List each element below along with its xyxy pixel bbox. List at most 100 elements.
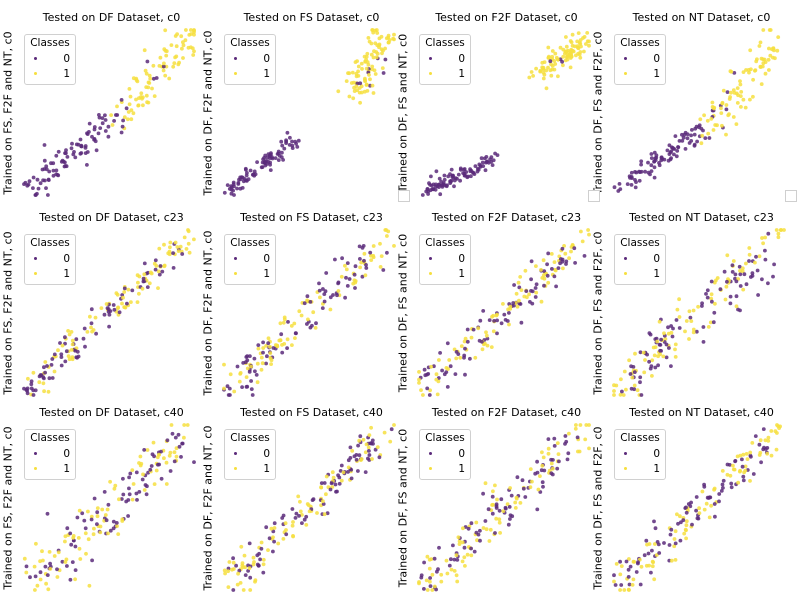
- data-point-class-0: [747, 259, 751, 263]
- legend: Classes 0 1: [224, 34, 276, 85]
- data-point-class-1: [242, 553, 247, 558]
- data-point-class-0: [564, 259, 569, 264]
- data-point-class-1: [539, 268, 543, 272]
- data-point-class-1: [369, 253, 373, 258]
- data-point-class-0: [499, 321, 504, 326]
- legend-label: 0: [63, 447, 70, 460]
- data-point-class-0: [284, 141, 288, 145]
- data-point-class-0: [550, 267, 554, 271]
- data-point-class-1: [731, 115, 736, 119]
- data-point-class-0: [483, 168, 488, 173]
- data-point-class-1: [758, 40, 763, 45]
- data-point-class-0: [73, 544, 78, 549]
- data-point-class-1: [494, 313, 499, 318]
- legend-title: Classes: [425, 237, 465, 249]
- data-point-class-1: [587, 232, 591, 237]
- data-point-class-1: [176, 249, 181, 253]
- data-point-class-0: [658, 348, 662, 353]
- data-point-class-1: [463, 564, 467, 568]
- data-point-class-1: [738, 468, 742, 473]
- legend-marker-icon: [429, 467, 432, 470]
- data-point-class-1: [146, 100, 151, 105]
- data-point-class-0: [649, 169, 654, 174]
- data-point-class-0: [707, 136, 712, 140]
- data-point-class-0: [728, 301, 733, 306]
- data-point-class-0: [662, 541, 666, 545]
- data-point-class-1: [144, 85, 149, 89]
- data-point-class-1: [731, 259, 736, 263]
- data-point-class-0: [280, 350, 285, 355]
- y-axis-label: Trained on FS, F2F and NT, c0: [1, 425, 15, 590]
- legend-title: Classes: [30, 432, 70, 444]
- data-point-class-0: [546, 437, 551, 441]
- data-point-class-0: [354, 457, 359, 462]
- data-point-class-1: [708, 320, 713, 325]
- data-point-class-0: [256, 343, 261, 347]
- data-point-class-1: [761, 28, 766, 32]
- data-point-class-0: [229, 184, 234, 189]
- data-point-class-1: [366, 36, 371, 40]
- data-point-class-0: [297, 514, 301, 518]
- data-point-class-0: [462, 353, 467, 358]
- data-point-class-0: [231, 588, 236, 592]
- data-point-class-0: [114, 521, 119, 525]
- data-point-class-1: [587, 43, 591, 48]
- data-point-class-0: [673, 541, 678, 546]
- data-point-class-1: [709, 503, 713, 508]
- scatter-panel: Tested on DF Dataset, c40 Trained on FS, …: [0, 395, 196, 592]
- panel-title: Tested on NT Dataset, c40: [629, 406, 774, 419]
- data-point-class-1: [284, 528, 288, 532]
- data-point-class-0: [126, 498, 131, 502]
- data-point-class-0: [629, 183, 634, 187]
- plot-area: [222, 28, 396, 197]
- data-point-class-0: [542, 269, 547, 273]
- data-point-class-1: [67, 332, 72, 337]
- data-point-class-1: [89, 514, 94, 519]
- data-point-class-1: [585, 31, 590, 35]
- scatter-svg: [222, 423, 396, 592]
- data-point-class-1: [374, 55, 379, 60]
- data-point-class-1: [285, 337, 290, 342]
- data-point-class-1: [319, 485, 323, 490]
- data-point-class-0: [617, 182, 622, 186]
- data-point-class-1: [355, 59, 359, 63]
- data-point-class-0: [646, 551, 651, 556]
- data-point-class-0: [771, 274, 775, 279]
- data-point-class-0: [85, 163, 89, 167]
- data-point-class-1: [699, 141, 704, 146]
- data-point-class-0: [335, 293, 339, 298]
- data-point-class-1: [728, 473, 733, 478]
- data-point-class-0: [111, 526, 116, 531]
- data-point-class-1: [622, 588, 627, 592]
- data-point-class-0: [140, 477, 145, 482]
- data-point-class-0: [141, 279, 146, 284]
- data-point-class-0: [252, 356, 257, 361]
- data-point-class-1: [555, 57, 560, 62]
- data-point-class-0: [102, 490, 107, 494]
- legend-marker-icon: [429, 257, 432, 260]
- data-point-class-0: [58, 341, 62, 345]
- data-point-class-0: [76, 354, 81, 359]
- data-point-class-0: [353, 264, 358, 269]
- data-point-class-1: [621, 393, 626, 397]
- plot-area: [22, 28, 196, 197]
- data-point-class-0: [151, 76, 156, 81]
- plot-area: [22, 228, 196, 397]
- data-point-class-1: [347, 94, 352, 99]
- data-point-class-0: [134, 491, 139, 496]
- data-point-class-1: [709, 292, 714, 297]
- data-point-class-0: [445, 183, 449, 188]
- data-point-class-1: [507, 322, 511, 327]
- data-point-class-1: [763, 438, 768, 443]
- data-point-class-1: [650, 358, 655, 363]
- data-point-class-0: [244, 178, 248, 183]
- data-point-class-0: [437, 176, 442, 181]
- legend-stub-box: [785, 190, 797, 202]
- data-point-class-1: [238, 581, 243, 585]
- data-point-class-1: [379, 254, 384, 258]
- data-point-class-0: [340, 256, 344, 261]
- data-point-class-1: [380, 51, 384, 56]
- data-point-class-1: [137, 291, 141, 296]
- data-point-class-1: [753, 68, 758, 73]
- data-point-class-0: [64, 148, 68, 153]
